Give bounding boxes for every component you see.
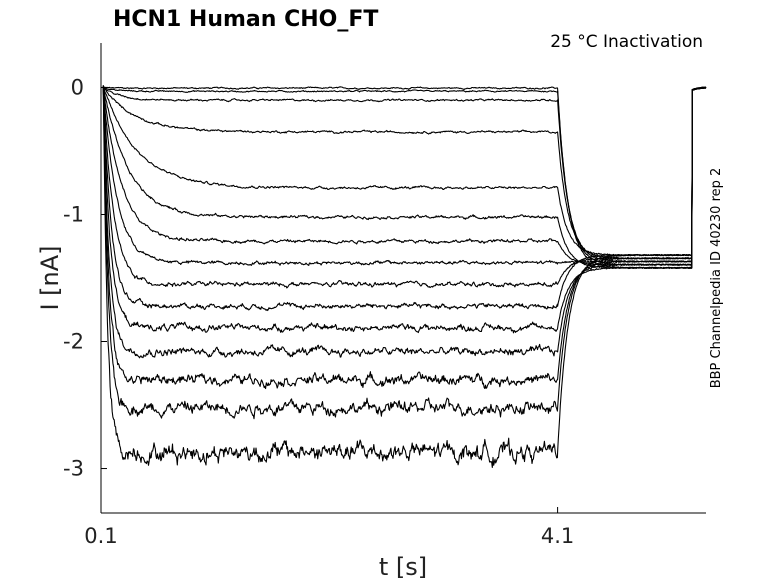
current-trace	[101, 86, 707, 260]
current-trace	[101, 86, 707, 270]
y-axis-label: I [nA]	[36, 245, 64, 310]
y-tick-label: -3	[63, 457, 84, 481]
current-trace	[101, 86, 707, 257]
x-tick-label: 4.1	[541, 524, 574, 548]
current-traces	[101, 85, 707, 468]
current-trace	[101, 86, 707, 263]
x-tick-label: 0.1	[84, 524, 117, 548]
current-trace	[101, 86, 707, 266]
current-trace	[101, 85, 707, 266]
axes	[100, 43, 706, 514]
source-id-label: BBP Channelpedia ID 40230 rep 2	[709, 168, 724, 389]
y-tick-label: -1	[63, 202, 84, 226]
current-trace	[101, 86, 707, 266]
current-trace	[101, 86, 707, 420]
current-trace	[101, 86, 706, 270]
y-tick-label: -2	[63, 330, 84, 354]
chart-title: HCN1 Human CHO_FT	[113, 7, 378, 32]
x-axis-label: t [s]	[379, 553, 427, 581]
y-tick-label: 0	[71, 75, 84, 99]
condition-annotation: 25 °C Inactivation	[550, 32, 703, 52]
current-trace	[101, 86, 707, 334]
current-trace	[101, 86, 707, 390]
tick-marks: 0 -1 -2 -3 0.1 4.1	[63, 75, 574, 548]
current-trace	[101, 86, 707, 468]
current-trace	[101, 86, 707, 312]
current-trace	[101, 85, 707, 359]
